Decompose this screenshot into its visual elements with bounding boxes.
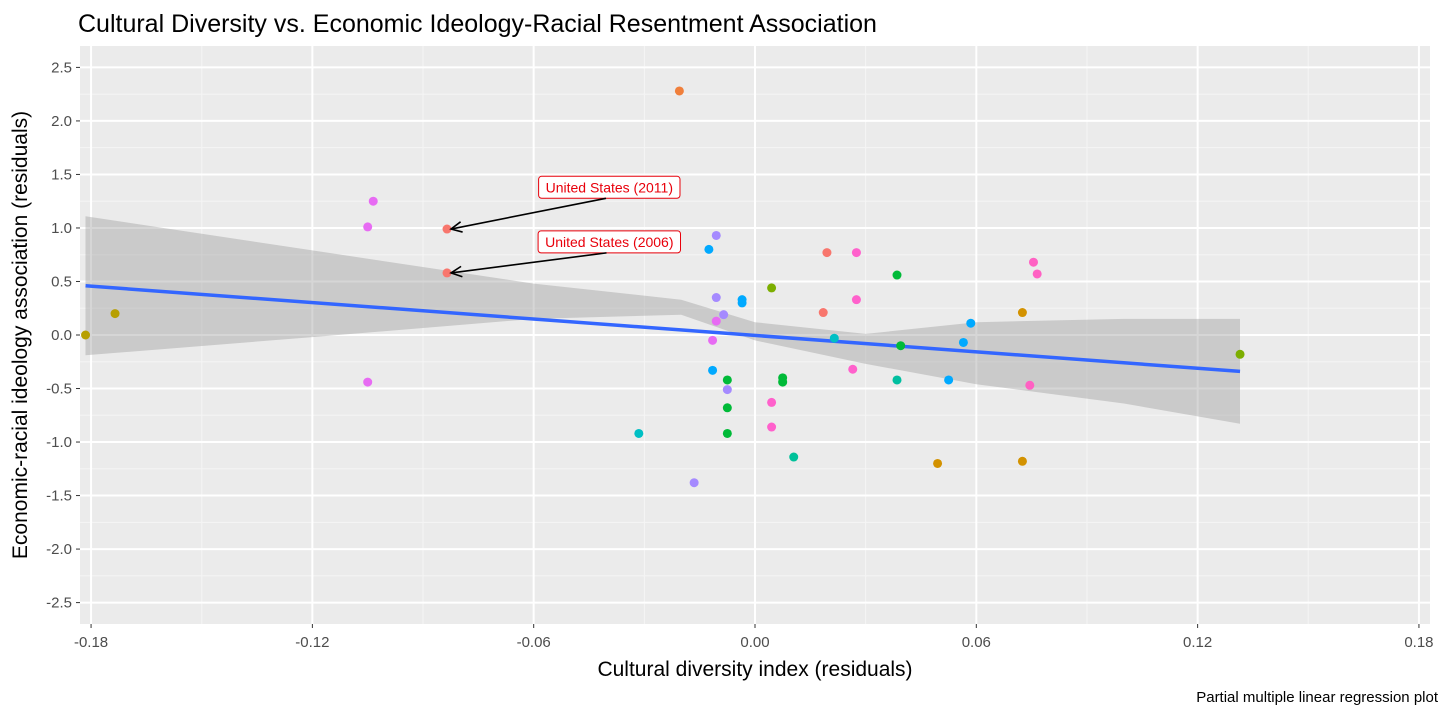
data-point <box>722 403 732 413</box>
y-axis-title: Economic-racial ideology association (re… <box>9 111 32 559</box>
regression-line <box>85 284 1241 374</box>
data-point <box>1017 308 1027 318</box>
x-tick-label: 0.06 <box>962 634 991 651</box>
data-points <box>81 86 1245 488</box>
data-point <box>966 318 976 328</box>
y-tick-label: 1.0 <box>51 220 72 237</box>
data-point <box>363 222 373 232</box>
data-point <box>110 309 120 319</box>
data-point <box>1028 257 1038 267</box>
y-tick-label: 0.5 <box>51 273 72 290</box>
x-tick-label: -0.06 <box>517 634 551 651</box>
y-tick-label: -1.5 <box>46 488 72 505</box>
major-gridlines <box>80 46 1430 624</box>
annotation-box <box>538 175 681 199</box>
data-point <box>719 310 729 320</box>
data-point <box>822 248 832 258</box>
y-tick-label: 2.0 <box>51 113 72 130</box>
data-point <box>711 293 721 303</box>
y-tick-label: -0.5 <box>46 381 72 398</box>
annotation-arrow <box>450 252 607 274</box>
data-point <box>767 283 777 293</box>
y-axis-ticks: 2.5 2.0 1.5 1.0 0.5 0.0 -0.5 -1.0 -1.5 -2.0 -2.5 <box>46 59 80 612</box>
annotation-label: United States (2006) <box>545 234 673 250</box>
data-point <box>708 365 718 375</box>
chart-title: Cultural Diversity vs. Economic Ideology… <box>78 10 877 38</box>
data-point <box>634 428 644 438</box>
data-point <box>767 397 777 407</box>
data-point <box>896 341 906 351</box>
data-point <box>848 364 858 374</box>
data-point <box>737 298 747 308</box>
confidence-band-layer <box>85 216 1240 424</box>
data-point <box>789 452 799 462</box>
data-point <box>829 333 839 343</box>
data-point <box>958 337 968 347</box>
data-point <box>1032 269 1042 279</box>
data-point <box>442 268 452 278</box>
data-point <box>363 377 373 387</box>
data-point <box>767 422 777 432</box>
y-tick-label: -1.0 <box>46 434 72 451</box>
data-point <box>933 458 943 468</box>
annotation-label: United States (2011) <box>546 179 673 195</box>
x-axis-title: Cultural diversity index (residuals) <box>597 658 912 681</box>
x-tick-label: 0.00 <box>740 634 769 651</box>
y-tick-label: 0.0 <box>51 327 72 344</box>
y-tick-label: 1.5 <box>51 166 72 183</box>
data-point <box>711 230 721 240</box>
data-point <box>708 335 718 345</box>
data-point <box>689 478 699 488</box>
data-point <box>892 270 902 280</box>
data-point <box>674 86 684 96</box>
data-point <box>722 375 732 385</box>
data-point <box>81 330 91 340</box>
data-point <box>722 385 732 395</box>
data-point <box>1235 349 1245 359</box>
x-tick-label: 0.12 <box>1183 634 1212 651</box>
x-tick-label: -0.12 <box>295 634 329 651</box>
data-point <box>778 377 788 387</box>
regression-line-layer <box>85 284 1241 374</box>
confidence-band <box>85 216 1240 424</box>
data-point <box>368 196 378 206</box>
data-point <box>704 244 714 254</box>
annotation-arrowhead <box>449 221 463 233</box>
annotations: United States (2011) United States (2006) <box>449 175 682 278</box>
x-tick-label: 0.18 <box>1404 634 1433 651</box>
chart-caption: Partial multiple linear regression plot <box>1196 689 1439 706</box>
data-point <box>1017 456 1027 466</box>
y-tick-label: -2.0 <box>46 541 72 558</box>
data-point <box>1025 380 1035 390</box>
data-point <box>944 375 954 385</box>
data-point <box>711 316 721 326</box>
annotation-arrowhead <box>449 265 463 278</box>
y-tick-label: 2.5 <box>51 59 72 76</box>
data-point <box>851 295 861 305</box>
annotation-box <box>537 230 682 254</box>
data-point <box>818 308 828 318</box>
y-tick-label: -2.5 <box>46 595 72 612</box>
data-point <box>442 224 452 234</box>
data-point <box>892 375 902 385</box>
annotation-arrow <box>450 197 607 230</box>
x-axis-ticks: -0.18 -0.12 -0.06 0.00 0.06 0.12 0.18 <box>74 624 1434 651</box>
data-point <box>722 428 732 438</box>
x-tick-label: -0.18 <box>74 634 108 651</box>
data-point <box>851 248 861 258</box>
